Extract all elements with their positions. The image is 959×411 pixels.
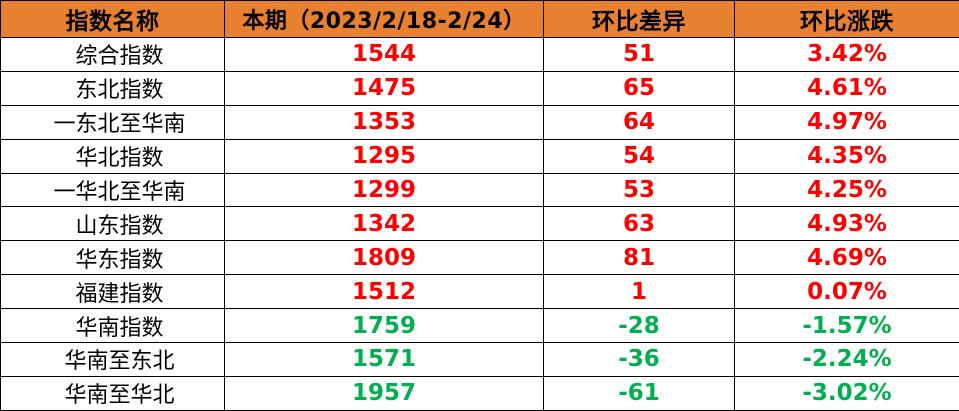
cell-mom-difference: 64 — [544, 105, 735, 139]
cell-mom-change: 4.61% — [735, 71, 959, 105]
cell-index-name: 一华北至华南 — [1, 173, 225, 207]
cell-current-period: 1759 — [225, 309, 544, 343]
cell-mom-change: -1.57% — [735, 309, 959, 343]
cell-index-name: 综合指数 — [1, 38, 225, 72]
cell-mom-difference: 65 — [544, 71, 735, 105]
cell-index-name: 华南至东北 — [1, 343, 225, 377]
cell-index-name: 山东指数 — [1, 207, 225, 241]
cell-mom-change: 4.35% — [735, 139, 959, 173]
cell-index-name: 一东北至华南 — [1, 105, 225, 139]
cell-mom-difference: 53 — [544, 173, 735, 207]
cell-mom-change: -2.24% — [735, 343, 959, 377]
cell-index-name: 华北指数 — [1, 139, 225, 173]
cell-index-name: 福建指数 — [1, 275, 225, 309]
cell-mom-difference: 63 — [544, 207, 735, 241]
cell-mom-change: 4.25% — [735, 173, 959, 207]
cell-index-name: 华南指数 — [1, 309, 225, 343]
cell-mom-change: 3.42% — [735, 38, 959, 72]
cell-index-name: 华南至华北 — [1, 376, 225, 410]
cell-mom-difference: 54 — [544, 139, 735, 173]
column-header-index-name: 指数名称 — [1, 1, 225, 38]
cell-index-name: 华东指数 — [1, 241, 225, 275]
cell-mom-difference: -36 — [544, 343, 735, 377]
cell-mom-change: 4.93% — [735, 207, 959, 241]
cell-index-name: 东北指数 — [1, 71, 225, 105]
cell-current-period: 1571 — [225, 343, 544, 377]
cell-current-period: 1544 — [225, 38, 544, 72]
cell-mom-change: 4.69% — [735, 241, 959, 275]
cell-mom-difference: 51 — [544, 38, 735, 72]
cell-mom-difference: 81 — [544, 241, 735, 275]
cell-current-period: 1295 — [225, 139, 544, 173]
cell-current-period: 1475 — [225, 71, 544, 105]
cell-mom-change: 4.97% — [735, 105, 959, 139]
cell-mom-change: -3.02% — [735, 376, 959, 410]
cell-mom-difference: -61 — [544, 376, 735, 410]
cell-current-period: 1957 — [225, 376, 544, 410]
cell-current-period: 1353 — [225, 105, 544, 139]
column-header-mom-difference: 环比差异 — [544, 1, 735, 38]
cell-current-period: 1512 — [225, 275, 544, 309]
cell-mom-difference: -28 — [544, 309, 735, 343]
cell-mom-difference: 1 — [544, 275, 735, 309]
column-header-mom-change: 环比涨跌 — [735, 1, 959, 38]
table-header: 指数名称 本期（2023/2/18-2/24） 环比差异 环比涨跌 — [1, 1, 959, 38]
cell-current-period: 1299 — [225, 173, 544, 207]
column-header-current-period: 本期（2023/2/18-2/24） — [225, 1, 544, 38]
header-row: 指数名称 本期（2023/2/18-2/24） 环比差异 环比涨跌 — [1, 1, 959, 38]
cell-current-period: 1342 — [225, 207, 544, 241]
cell-current-period: 1809 — [225, 241, 544, 275]
cell-mom-change: 0.07% — [735, 275, 959, 309]
